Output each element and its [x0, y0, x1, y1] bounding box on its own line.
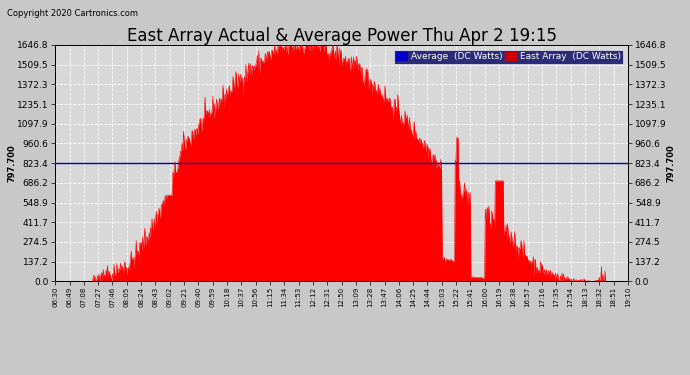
- Text: 797.700: 797.700: [8, 144, 17, 182]
- Text: Copyright 2020 Cartronics.com: Copyright 2020 Cartronics.com: [7, 9, 138, 18]
- Title: East Array Actual & Average Power Thu Apr 2 19:15: East Array Actual & Average Power Thu Ap…: [126, 27, 557, 45]
- Text: 797.700: 797.700: [667, 144, 676, 182]
- Legend: Average  (DC Watts), East Array  (DC Watts): Average (DC Watts), East Array (DC Watts…: [394, 50, 623, 64]
